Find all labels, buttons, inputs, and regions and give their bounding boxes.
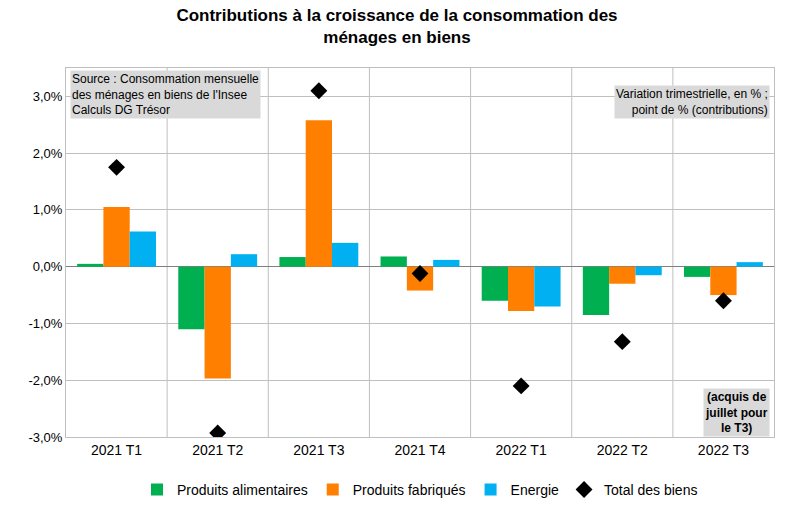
svg-text:2021 T3: 2021 T3 bbox=[293, 442, 344, 458]
svg-text:-3,0%: -3,0% bbox=[28, 430, 62, 445]
svg-text:Produits alimentaires: Produits alimentaires bbox=[177, 482, 308, 498]
svg-text:3,0%: 3,0% bbox=[33, 89, 63, 104]
svg-text:-1,0%: -1,0% bbox=[28, 316, 62, 331]
svg-text:0,0%: 0,0% bbox=[33, 259, 63, 274]
svg-text:2021 T4: 2021 T4 bbox=[394, 442, 445, 458]
svg-text:2,0%: 2,0% bbox=[33, 146, 63, 161]
svg-text:2022 T1: 2022 T1 bbox=[496, 442, 547, 458]
svg-text:-2,0%: -2,0% bbox=[28, 373, 62, 388]
svg-text:2022 T2: 2022 T2 bbox=[597, 442, 648, 458]
svg-text:Contributions à la croissance: Contributions à la croissance de la cons… bbox=[176, 6, 617, 47]
svg-text:Variation trimestrielle, en %: Variation trimestrielle, en % ;point de … bbox=[616, 87, 768, 117]
svg-text:1,0%: 1,0% bbox=[33, 202, 63, 217]
svg-text:2022 T3: 2022 T3 bbox=[698, 442, 749, 458]
svg-text:Produits fabriqués: Produits fabriqués bbox=[353, 482, 466, 498]
svg-text:2021 T2: 2021 T2 bbox=[192, 442, 243, 458]
svg-text:(acquis dejuillet pourle T3): (acquis dejuillet pourle T3) bbox=[705, 390, 768, 435]
svg-text:2021 T1: 2021 T1 bbox=[91, 442, 142, 458]
svg-text:Energie: Energie bbox=[511, 482, 559, 498]
svg-text:Total des biens: Total des biens bbox=[604, 482, 697, 498]
svg-text:Source : Consommation mensuell: Source : Consommation mensuelledes ménag… bbox=[72, 72, 259, 117]
